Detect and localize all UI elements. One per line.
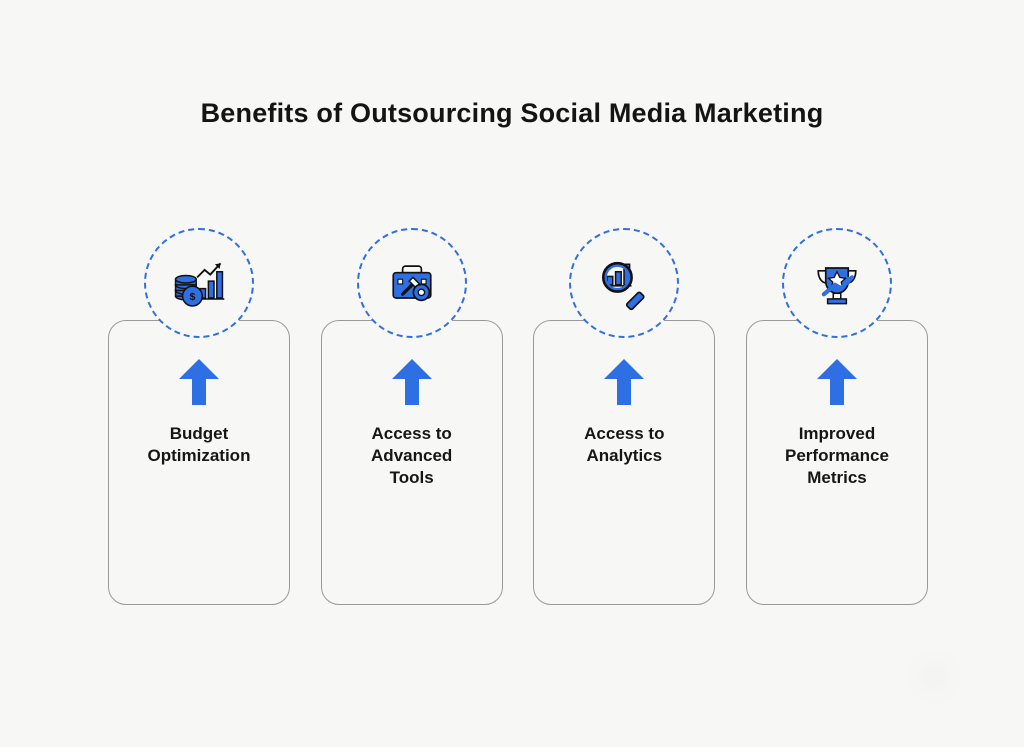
dashed-circle-icon [782,228,892,338]
up-arrow-icon [179,359,219,405]
svg-text:$: $ [190,292,196,303]
trophy-icon [805,251,869,315]
up-arrow-icon [817,359,857,405]
benefit-column: Improved Performance Metrics [746,228,928,605]
benefit-card-2: Access to Analytics [533,320,715,605]
benefit-card-3: Improved Performance Metrics [746,320,928,605]
benefit-column: $ Budget Optimization [108,228,290,605]
benefit-column: Access to Analytics [533,228,715,605]
benefit-label-2: Access to Analytics [578,423,670,467]
benefit-column: Access to Advanced Tools [321,228,503,605]
dashed-circle-icon [357,228,467,338]
dashed-circle-icon: $ [144,228,254,338]
coins-chart-icon: $ [167,251,231,315]
benefit-card-0: Budget Optimization [108,320,290,605]
magnifier-chart-icon [592,251,656,315]
icon-circle-wrap-0: $ [144,228,254,338]
infographic-page: Benefits of Outsourcing Social Media Mar… [0,0,1024,747]
benefit-columns: $ Budget Optimization [108,228,928,605]
icon-circle-wrap-1 [357,228,467,338]
benefit-card-1: Access to Advanced Tools [321,320,503,605]
icon-circle-wrap-2 [569,228,679,338]
toolbox-icon [380,251,444,315]
up-arrow-icon [392,359,432,405]
benefit-label-3: Improved Performance Metrics [779,423,895,489]
icon-circle-wrap-3 [782,228,892,338]
up-arrow-icon [604,359,644,405]
page-title: Benefits of Outsourcing Social Media Mar… [0,98,1024,129]
decorative-watermark [904,647,964,707]
benefit-label-0: Budget Optimization [142,423,257,467]
benefit-label-1: Access to Advanced Tools [365,423,458,489]
dashed-circle-icon [569,228,679,338]
